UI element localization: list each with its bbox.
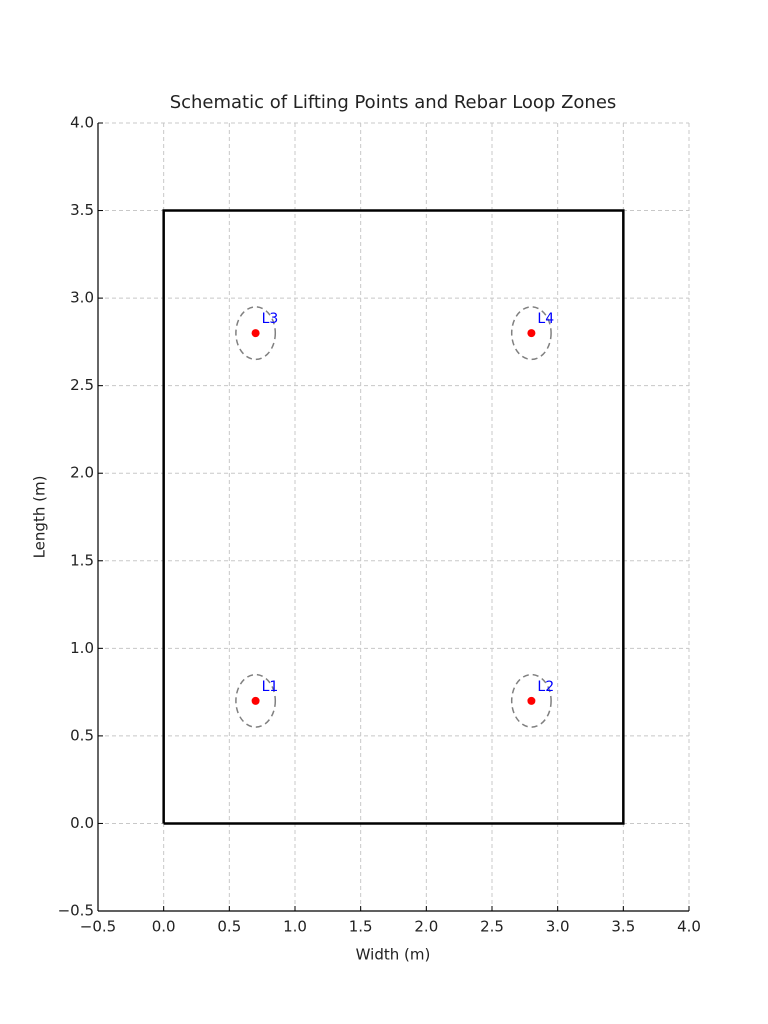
- y-tick-label: 1.5: [70, 551, 94, 569]
- chart-title: Schematic of Lifting Points and Rebar Lo…: [170, 92, 617, 113]
- point-label: L1: [262, 679, 279, 695]
- y-tick-label: 2.0: [70, 464, 94, 482]
- x-tick-label: 3.5: [611, 918, 635, 936]
- y-tick-label: 0.0: [70, 814, 94, 832]
- x-tick-label: 0.5: [217, 918, 241, 936]
- point-label: L4: [537, 311, 554, 327]
- point-label: L3: [262, 311, 279, 327]
- lifting-point: [527, 329, 536, 338]
- rebar-loop-zone: [235, 673, 277, 728]
- point-label: L2: [537, 679, 554, 695]
- y-axis-label: Length (m): [31, 476, 49, 559]
- x-tick-label: 2.5: [480, 918, 504, 936]
- lifting-point: [251, 696, 260, 705]
- panel-outline: [162, 209, 625, 825]
- rebar-loop-zone: [235, 306, 277, 361]
- y-tick-label: 3.5: [70, 201, 94, 219]
- x-tick-label: 1.0: [283, 918, 307, 936]
- y-tick-label: 1.0: [70, 639, 94, 657]
- x-tick-label: 3.0: [546, 918, 570, 936]
- x-axis-label: Width (m): [356, 946, 431, 964]
- lifting-point: [527, 696, 536, 705]
- x-tick-label: 1.5: [349, 918, 373, 936]
- y-tick-label: 4.0: [70, 114, 94, 132]
- rebar-loop-zone: [510, 673, 552, 728]
- lifting-point: [251, 329, 260, 338]
- y-tick-label: −0.5: [58, 902, 94, 920]
- x-tick-label: 0.0: [152, 918, 176, 936]
- y-tick-label: 3.0: [70, 289, 94, 307]
- rebar-loop-zone: [510, 306, 552, 361]
- y-tick-label: 2.5: [70, 376, 94, 394]
- x-tick-label: 4.0: [677, 918, 701, 936]
- x-tick-label: −0.5: [80, 918, 116, 936]
- y-tick-label: 0.5: [70, 726, 94, 744]
- x-tick-label: 2.0: [414, 918, 438, 936]
